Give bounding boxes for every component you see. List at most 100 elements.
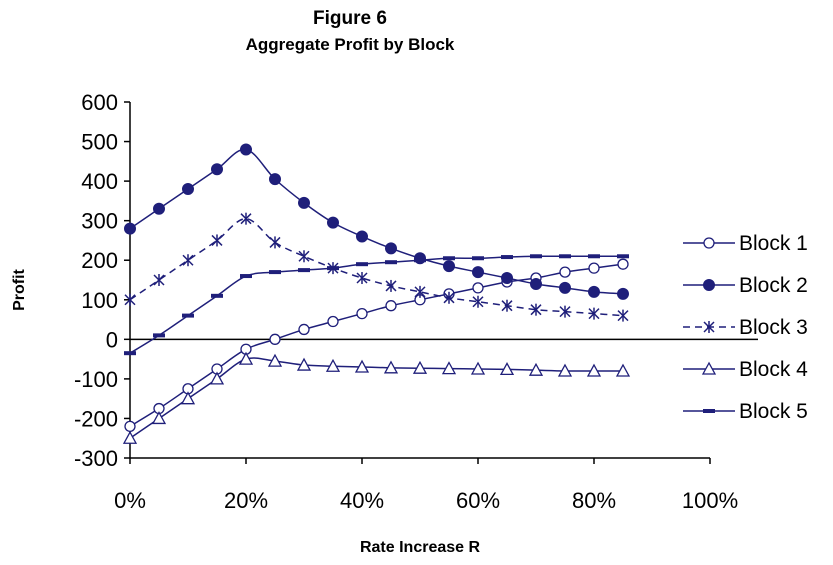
legend-item-block-4: Block 4 — [683, 358, 808, 381]
series-block-1 — [124, 258, 629, 433]
data-point — [327, 216, 339, 229]
data-point — [122, 430, 138, 444]
data-point — [182, 183, 194, 196]
data-point — [182, 254, 194, 267]
data-point — [414, 258, 426, 263]
data-point — [557, 363, 573, 377]
data-point — [530, 303, 542, 316]
legend-marker — [703, 279, 715, 291]
data-point — [153, 333, 165, 338]
legend-label: Block 5 — [739, 400, 808, 423]
data-point — [443, 260, 455, 273]
x-tick-label: 40% — [340, 488, 384, 513]
y-axis-title: Profit — [11, 268, 28, 310]
legend-item-block-5: Block 5 — [683, 400, 808, 423]
data-point — [182, 313, 194, 318]
data-point — [327, 266, 339, 271]
data-point — [267, 353, 283, 367]
data-point — [588, 307, 600, 320]
data-point — [269, 333, 281, 345]
series-line — [129, 217, 624, 317]
data-point — [472, 256, 484, 261]
data-point — [238, 351, 254, 365]
legend-item-block-2: Block 2 — [683, 274, 808, 297]
legend: Block 1 Block 2 Block 3 Block 4 Block 5 — [683, 232, 808, 423]
legend-label: Block 1 — [739, 232, 808, 255]
y-tick-label: -200 — [74, 406, 118, 431]
data-point — [356, 230, 368, 243]
legend-marker — [703, 321, 715, 333]
y-tick-label: 500 — [81, 130, 118, 155]
data-point — [530, 254, 542, 259]
data-point — [586, 363, 602, 377]
data-point — [385, 279, 397, 292]
data-point — [354, 359, 370, 373]
data-point — [124, 222, 136, 235]
data-point — [501, 272, 513, 285]
y-tick-label: 0 — [106, 327, 118, 352]
data-point — [124, 351, 136, 356]
data-point — [298, 323, 310, 336]
x-tick-label: 60% — [456, 488, 500, 513]
data-point — [240, 274, 252, 279]
chart-title: Figure 6 — [313, 8, 387, 29]
y-tick-label: 600 — [81, 90, 118, 115]
series-block-2 — [124, 143, 629, 300]
data-point — [385, 300, 397, 312]
legend-label: Block 4 — [739, 358, 808, 381]
data-point — [499, 362, 515, 376]
data-point — [615, 363, 631, 377]
data-point — [472, 295, 484, 308]
data-point — [269, 270, 281, 275]
legend-label: Block 3 — [739, 316, 808, 339]
data-point — [530, 277, 542, 290]
data-point — [617, 254, 629, 259]
data-point — [501, 299, 513, 312]
data-point — [151, 411, 167, 425]
y-tick-label: 200 — [81, 248, 118, 273]
data-point — [385, 260, 397, 265]
data-point — [269, 173, 281, 186]
data-point — [617, 309, 629, 322]
data-point — [211, 293, 223, 298]
legend-marker — [703, 237, 715, 249]
data-point — [412, 360, 428, 374]
data-point — [559, 254, 571, 259]
data-point — [617, 258, 629, 270]
data-point — [153, 202, 165, 215]
data-point — [443, 256, 455, 261]
data-point — [588, 262, 600, 274]
data-point — [298, 196, 310, 209]
data-point — [296, 357, 312, 371]
data-point — [617, 287, 629, 300]
data-point — [124, 293, 136, 306]
series-line — [129, 263, 624, 427]
data-point — [588, 254, 600, 259]
data-point — [124, 420, 136, 433]
data-point — [269, 236, 281, 249]
data-point — [211, 234, 223, 247]
data-point — [327, 315, 339, 328]
data-point — [180, 391, 196, 405]
data-point — [356, 272, 368, 285]
plot-area: 600 500 400 300 200 100 0 -100 -200 -300 0% 20% 40% 6… — [74, 90, 758, 513]
y-tick-label: -100 — [74, 367, 118, 392]
data-point — [356, 262, 368, 267]
series-line — [129, 148, 624, 295]
legend-marker — [703, 409, 715, 413]
data-point — [356, 307, 368, 320]
x-tick-label: 100% — [682, 488, 738, 513]
data-point — [559, 266, 571, 278]
data-point — [209, 371, 225, 385]
legend-label: Block 2 — [739, 274, 808, 297]
data-point — [298, 268, 310, 273]
series-block-3 — [124, 212, 629, 322]
data-point — [528, 362, 544, 376]
data-point — [588, 285, 600, 298]
data-point — [211, 163, 223, 176]
data-point — [385, 242, 397, 255]
x-tick-label: 20% — [224, 488, 268, 513]
data-point — [559, 305, 571, 318]
y-tick-label: 300 — [81, 209, 118, 234]
data-point — [298, 250, 310, 263]
